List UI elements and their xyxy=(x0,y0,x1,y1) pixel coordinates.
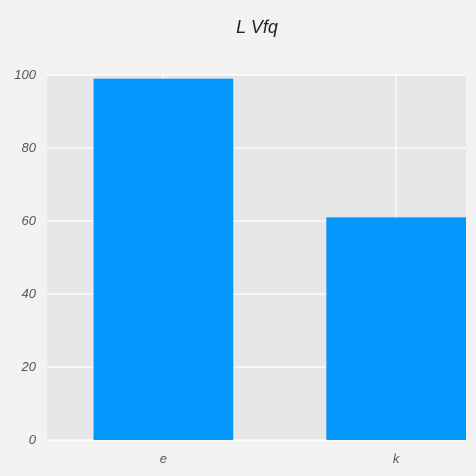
y-tick-label: 100 xyxy=(14,67,36,82)
y-axis-ticks: 0 20 40 60 80 100 xyxy=(14,67,36,447)
y-tick-label: 60 xyxy=(22,213,37,228)
y-tick-label: 40 xyxy=(22,286,37,301)
y-tick-label: 80 xyxy=(22,140,37,155)
bars xyxy=(93,78,466,441)
chart-title: L Vfq xyxy=(236,17,278,37)
x-tick-label: e xyxy=(160,451,167,466)
bar-k xyxy=(326,217,466,440)
bar-e xyxy=(93,78,234,441)
y-tick-label: 0 xyxy=(29,432,37,447)
x-tick-label: k xyxy=(393,451,401,466)
y-tick-label: 20 xyxy=(21,359,37,374)
